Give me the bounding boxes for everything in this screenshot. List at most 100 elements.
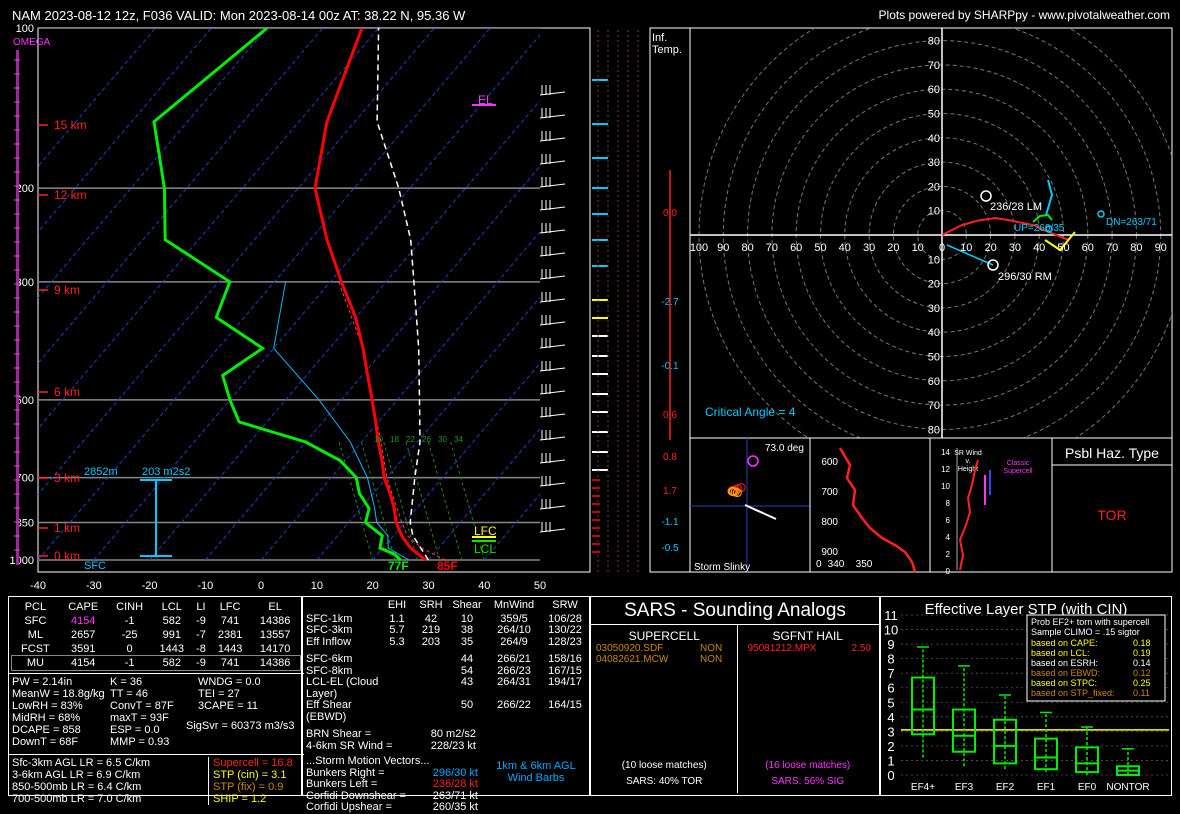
stp-legend-label: based on LCL: xyxy=(1031,648,1090,658)
rm-vector xyxy=(946,244,994,266)
kin-cell: 266/22 xyxy=(497,699,531,711)
temp-axis-label: -20 xyxy=(142,580,158,592)
wind-barb xyxy=(539,430,566,441)
thetae-p-label: 600 xyxy=(821,457,838,468)
wind-barb xyxy=(539,522,566,533)
parcel-row: ML 2657 -25 991 -7 2381 13557 xyxy=(12,628,300,642)
hodo-x-label: 10 xyxy=(960,242,972,254)
kin-row: SFC-1km 1.1 42 10 359/5 106/28 xyxy=(306,612,588,626)
mixing-ratio-line xyxy=(338,441,374,561)
height-label: 1 km xyxy=(54,521,80,535)
index-value: ESP = 0.0 xyxy=(110,724,160,736)
parcel-cell: -8 xyxy=(196,643,206,655)
stp-legend-value: 0.25 xyxy=(1133,678,1151,688)
kin-cell: Shear xyxy=(452,599,482,611)
wind-barb xyxy=(539,384,566,395)
parcel-cell: 13557 xyxy=(259,629,291,641)
kin-cell: SFC-3km xyxy=(306,624,353,636)
hail-title: SGFNT HAIL xyxy=(772,629,843,643)
hodo-ring-label: 30 xyxy=(928,157,940,169)
kin-cell: 35 xyxy=(460,635,474,648)
inferred-temp-value: -0.5 xyxy=(661,543,679,554)
parcel-cell: SFC xyxy=(24,615,47,627)
kin-cell: 264/10 xyxy=(497,624,531,636)
lm-marker xyxy=(980,190,992,202)
sars-section: SARS - Sounding Analogs SUPERCELL 03050920… xyxy=(590,598,880,794)
index-value: maxT = 93F xyxy=(110,712,169,724)
isotherm xyxy=(38,28,268,299)
kin-row: Eff Shear (EBWD) 50 266/22 164/15 xyxy=(306,699,588,723)
kin-cell: 44 xyxy=(460,653,474,665)
hodo-ring-label: 20 xyxy=(928,181,940,193)
hodo-ring-label: 10 xyxy=(928,254,940,266)
stp-category: EF3 xyxy=(955,782,974,793)
stp-legend-label: based on CAPE: xyxy=(1031,638,1098,648)
thetae-p-label: 900 xyxy=(821,547,838,558)
hodo-x-label: 100 xyxy=(690,242,708,254)
height-label: 3 km xyxy=(54,471,80,485)
hodo-trace-top xyxy=(1045,179,1054,216)
wind-barb xyxy=(539,246,566,257)
skewt-plot xyxy=(38,28,540,562)
index-value: DCAPE = 858 xyxy=(12,724,81,736)
temp-axis-label: -30 xyxy=(86,580,102,592)
wind-barb xyxy=(539,476,566,487)
kin-cell xyxy=(414,700,448,723)
slinky-vector xyxy=(744,504,777,520)
hodo-ring-label: 80 xyxy=(928,424,940,436)
thetae-x-label: 340 xyxy=(828,559,845,570)
index-value: LowRH = 83% xyxy=(12,700,83,712)
isotherm xyxy=(38,28,212,233)
hodo-ring-label: 10 xyxy=(928,206,940,218)
parcel-cell: 1443 xyxy=(217,643,243,655)
hodo-x-label: 80 xyxy=(741,242,753,254)
kin-cell: 164/15 xyxy=(548,699,582,711)
index-value: MMP = 0.93 xyxy=(110,736,170,748)
parcel-trace xyxy=(376,28,430,561)
hazard-title: Psbl Haz. Type xyxy=(1065,445,1159,461)
kin-cell: 266/23 xyxy=(497,664,531,677)
sars-title: SARS - Sounding Analogs xyxy=(590,598,880,625)
parcel-header: EL xyxy=(268,601,282,613)
srwind-height-label: 14 xyxy=(941,448,950,457)
sigsvr: SigSvr = 60373 m3/s3 xyxy=(186,720,295,732)
temp-axis-label: -10 xyxy=(197,580,213,592)
mixing-ratio-line xyxy=(405,441,441,561)
hodo-trace-mid xyxy=(1032,213,1053,223)
kin-cell xyxy=(306,600,380,612)
parcel-cell: 991 xyxy=(162,629,181,641)
sars-hail: SGFNT HAIL 95081212.MPX 2.50 (16 loose matc… xyxy=(738,625,879,793)
parcel-cell: 582 xyxy=(162,615,181,627)
srwind-title: v. xyxy=(966,458,971,465)
mixing-ratio-label: 22 xyxy=(406,435,415,444)
kin-cell: 167/15 xyxy=(548,664,582,677)
temp-axis-label: -40 xyxy=(30,580,46,592)
hodograph-plot xyxy=(690,28,1172,438)
index-value: ConvT = 87F xyxy=(110,700,174,712)
kin-cell: SFC-1km xyxy=(306,612,353,625)
hodo-x-label: 60 xyxy=(790,242,802,254)
parcel-header: CINH xyxy=(116,601,144,613)
eff-inflow-srh-label: 203 m2s2 xyxy=(142,466,190,478)
inferred-temp-value: 0.8 xyxy=(663,452,677,463)
temp-axis-label: 0 xyxy=(258,580,264,592)
index-value: DownT = 68F xyxy=(12,736,79,748)
inferred-temp-value: -1.1 xyxy=(661,517,679,528)
parcel-cell: 14170 xyxy=(259,643,291,655)
srwind-classic: Classic xyxy=(1007,460,1030,467)
kin-cell: Eff Inflow xyxy=(306,635,352,648)
supercell-match: 04082621.MCW NON xyxy=(596,654,723,665)
stp-legend-label: based on ESRH: xyxy=(1031,658,1098,668)
height-label: 12 km xyxy=(54,188,87,202)
stp-legend-title: Prob EF2+ torn with supercell xyxy=(1031,617,1149,627)
kin-cell: SFC-8km xyxy=(306,664,353,677)
eff-inflow-top-label: 2852m xyxy=(84,466,118,478)
isotherm xyxy=(93,34,540,561)
hodo-x-label: 90 xyxy=(717,242,729,254)
parcel-header: CAPE xyxy=(68,601,99,613)
hodo-ring-label: 40 xyxy=(928,133,940,145)
height-label: 15 km xyxy=(54,118,87,132)
barb-note: 1km & 6km AGL Wind Barbs xyxy=(496,760,576,784)
stp-y-label: 5 xyxy=(887,695,894,710)
header-title: NAM 2023-08-12 12z, F036 VALID: Mon 2023… xyxy=(12,8,466,23)
